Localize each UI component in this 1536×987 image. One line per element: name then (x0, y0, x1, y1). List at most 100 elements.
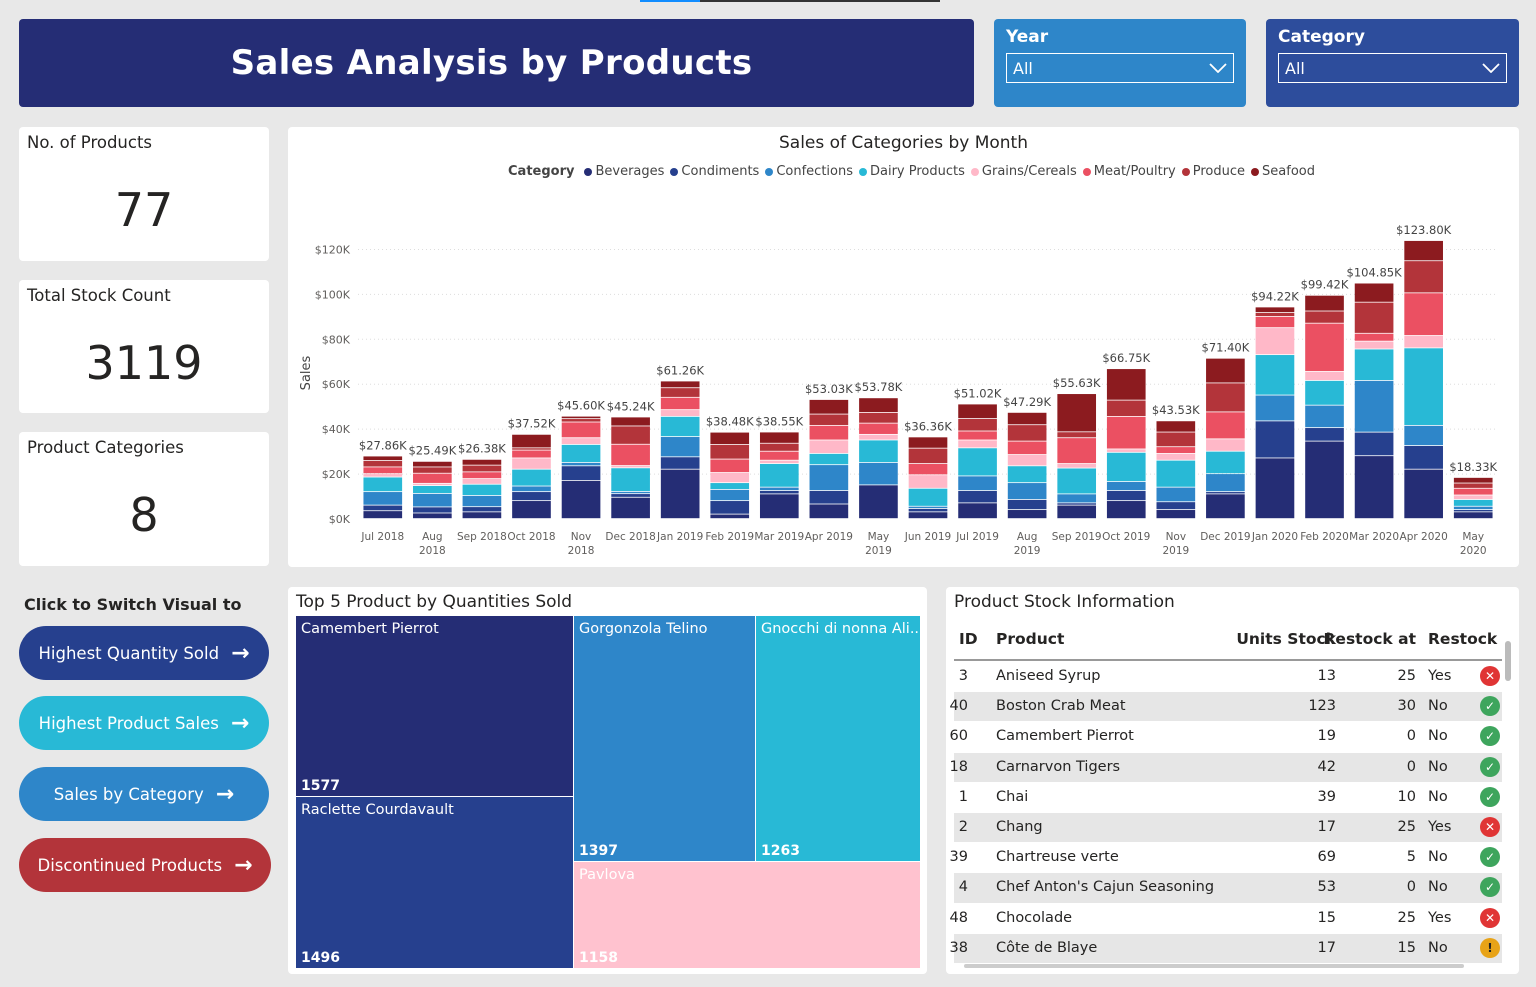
bar-segment[interactable] (1354, 333, 1394, 341)
bar-segment[interactable] (809, 490, 849, 504)
bar-segment[interactable] (1007, 441, 1047, 455)
bar-segment[interactable] (1305, 441, 1344, 519)
bar-segment[interactable] (1206, 494, 1245, 519)
bar-segment[interactable] (908, 437, 948, 448)
bar-segment[interactable] (1255, 312, 1295, 317)
bar-segment[interactable] (413, 485, 452, 494)
bar-segment[interactable] (512, 458, 551, 469)
bar-segment[interactable] (1057, 463, 1097, 468)
bar-segment[interactable] (759, 432, 799, 443)
treemap-tile[interactable]: Gnocchi di nonna Ali... 1263 (756, 616, 920, 861)
bar-segment[interactable] (611, 426, 650, 444)
bar-segment[interactable] (660, 381, 700, 388)
bar-segment[interactable] (859, 462, 898, 485)
bar-segment[interactable] (1206, 492, 1245, 494)
bar-segment[interactable] (908, 488, 948, 506)
column-header-restock[interactable]: Restock (1428, 630, 1498, 648)
bar-segment[interactable] (1453, 510, 1493, 512)
bar-segment[interactable] (710, 472, 750, 483)
bar-segment[interactable] (512, 448, 551, 450)
bar-segment[interactable] (1404, 425, 1443, 446)
bar-segment[interactable] (660, 437, 700, 457)
bar-segment[interactable] (1305, 311, 1344, 323)
bar-segment[interactable] (1106, 400, 1146, 416)
bar-segment[interactable] (462, 484, 502, 496)
highest-quantity-sold-button[interactable]: Highest Quantity Sold → (19, 626, 269, 680)
bar-segment[interactable] (1404, 240, 1443, 261)
bar-segment[interactable] (1057, 432, 1097, 438)
bar-segment[interactable] (809, 440, 849, 454)
bar-segment[interactable] (1453, 506, 1493, 510)
bar-segment[interactable] (1404, 469, 1443, 519)
bar-segment[interactable] (512, 501, 551, 519)
bar-segment[interactable] (1354, 380, 1394, 432)
bar-segment[interactable] (1057, 503, 1097, 505)
bar-segment[interactable] (1057, 505, 1097, 519)
bar-segment[interactable] (1106, 449, 1146, 452)
bar-segment[interactable] (1206, 451, 1245, 474)
bar-segment[interactable] (512, 492, 551, 501)
bar-segment[interactable] (1156, 510, 1196, 519)
table-row[interactable]: 2 Chang 17 25 Yes ✕ (954, 812, 1502, 844)
bar-segment[interactable] (1255, 458, 1295, 519)
bar-segment[interactable] (1453, 499, 1493, 506)
bar-segment[interactable] (908, 448, 948, 464)
bar-segment[interactable] (908, 512, 948, 519)
bar-segment[interactable] (660, 457, 700, 469)
bar-segment[interactable] (561, 438, 601, 445)
table-row[interactable]: 40 Boston Crab Meat 123 30 No ✓ (950, 692, 1502, 723)
bar-segment[interactable] (561, 444, 601, 463)
table-scrollbar[interactable] (1505, 623, 1511, 953)
bar-segment[interactable] (1305, 323, 1344, 372)
treemap-tile[interactable]: Gorgonzola Telino 1397 (574, 616, 755, 861)
bar-segment[interactable] (363, 467, 403, 474)
highest-product-sales-button[interactable]: Highest Product Sales → (19, 696, 269, 750)
bar-segment[interactable] (908, 463, 948, 475)
bar-segment[interactable] (1206, 439, 1245, 451)
bar-segment[interactable] (710, 514, 750, 519)
bar-segment[interactable] (1156, 447, 1196, 454)
legend-item[interactable]: Meat/Poultry (1082, 164, 1176, 179)
table-row[interactable]: 3 Aniseed Syrup 13 25 Yes ✕ (954, 662, 1502, 693)
bar-segment[interactable] (1255, 355, 1295, 395)
bar-segment[interactable] (611, 491, 650, 494)
legend-item[interactable]: Grains/Cereals (970, 164, 1077, 179)
bar-segment[interactable] (611, 444, 650, 466)
bar-segment[interactable] (1453, 477, 1493, 483)
bar-segment[interactable] (413, 513, 452, 519)
bar-segment[interactable] (462, 512, 502, 519)
bar-segment[interactable] (809, 465, 849, 491)
bar-segment[interactable] (1453, 495, 1493, 500)
bar-segment[interactable] (462, 459, 502, 465)
bar-segment[interactable] (512, 469, 551, 486)
bar-segment[interactable] (1354, 341, 1394, 349)
bar-segment[interactable] (1057, 494, 1097, 503)
bar-segment[interactable] (660, 397, 700, 410)
bar-segment[interactable] (1057, 438, 1097, 464)
bar-segment[interactable] (759, 463, 799, 487)
bar-segment[interactable] (859, 485, 898, 519)
bar-segment[interactable] (363, 492, 403, 505)
table-row[interactable]: 39 Chartreuse verte 69 5 No ✓ (950, 843, 1502, 874)
treemap-tile[interactable]: Camembert Pierrot 1577 (296, 616, 573, 796)
bar-segment[interactable] (1206, 412, 1245, 439)
bar-segment[interactable] (1156, 460, 1196, 487)
bar-segment[interactable] (809, 414, 849, 425)
bar-segment[interactable] (1106, 369, 1146, 400)
bar-segment[interactable] (908, 475, 948, 488)
bar-segment[interactable] (1354, 283, 1394, 302)
bar-segment[interactable] (561, 462, 601, 466)
bar-segment[interactable] (462, 507, 502, 512)
table-horizontal-scrollbar[interactable] (964, 964, 1464, 968)
bar-segment[interactable] (958, 419, 997, 431)
table-row[interactable]: 38 Côte de Blaye 17 15 No! (950, 933, 1502, 964)
bar-segment[interactable] (710, 501, 750, 514)
bar-segment[interactable] (1007, 510, 1047, 519)
bar-segment[interactable] (958, 440, 997, 448)
table-row[interactable]: 60 Camembert Pierrot 19 0 No ✓ (950, 722, 1502, 753)
table-row[interactable]: 4 Chef Anton's Cajun Seasoning 53 0 No ✓ (954, 873, 1502, 904)
bar-segment[interactable] (1156, 502, 1196, 510)
bar-segment[interactable] (1156, 453, 1196, 460)
bar-segment[interactable] (1106, 490, 1146, 501)
bar-segment[interactable] (759, 487, 799, 491)
